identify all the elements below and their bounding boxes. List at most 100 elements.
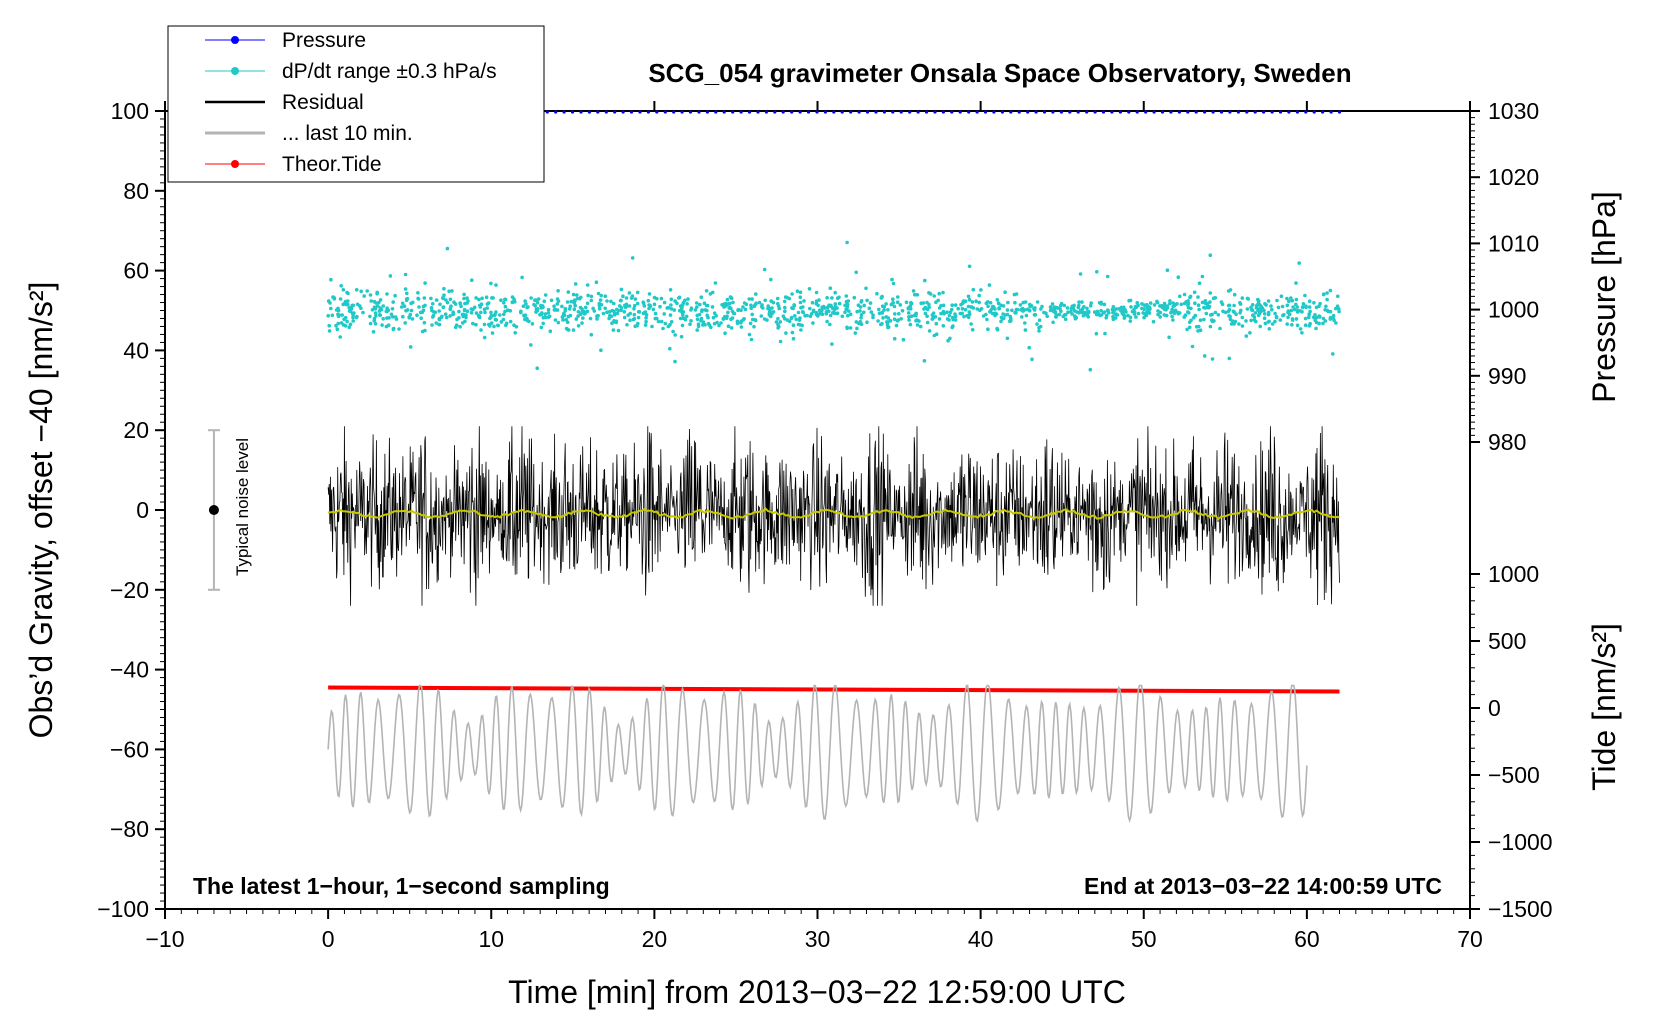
dpdt-point [791,336,796,341]
dpdt-point [1186,310,1190,314]
dpdt-point [830,296,834,300]
dpdt-point [1208,300,1212,304]
dpdt-point [576,314,580,318]
dpdt-point [1162,313,1167,317]
dpdt-point [474,311,479,315]
dpdt-point [1008,319,1012,324]
dpdt-point [390,307,395,311]
dpdt-point [869,310,874,314]
dpdt-point [934,321,939,326]
dpdt-point [1078,272,1083,276]
dpdt-point [868,301,873,305]
dpdt-point [629,296,634,300]
dpdt-point [444,298,448,302]
dpdt-point [543,315,547,320]
dpdt-point [453,302,458,306]
dpdt-point [805,313,809,318]
dpdt-point [371,330,376,334]
pressure-point [1304,110,1308,114]
pressure-tick-label: 1000 [1488,297,1539,323]
dpdt-point [1020,315,1024,319]
dpdt-point [814,310,819,315]
dpdt-point [647,306,651,311]
dpdt-point [882,308,886,312]
dpdt-point [630,256,635,260]
dpdt-point [603,294,608,299]
pressure-point [764,110,769,114]
dpdt-point [833,290,837,295]
dpdt-point [1023,300,1028,304]
pressure-point [613,110,617,114]
dpdt-point [828,313,833,318]
pressure-point [747,110,752,114]
dpdt-point [408,345,413,349]
dpdt-point [837,301,842,306]
dpdt-point [995,327,1000,332]
dpdt-point [784,331,788,335]
dpdt-point [1073,314,1077,318]
dpdt-point [1103,331,1107,336]
dpdt-point [719,321,723,325]
dpdt-point [462,296,466,301]
dpdt-point [783,295,788,299]
dpdt-point [1162,307,1167,312]
dpdt-point [597,303,602,308]
dpdt-point [892,336,897,341]
dpdt-point [798,295,803,300]
dpdt-point [1186,301,1191,306]
dpdt-point [1260,306,1265,311]
dpdt-point [568,313,573,318]
dpdt-point [807,287,812,291]
dpdt-point [677,296,681,300]
dpdt-point [585,283,590,287]
dpdt-point [1263,321,1268,326]
legend-label: Theor.Tide [282,153,382,176]
legend-box [167,25,545,183]
dpdt-point [612,301,616,306]
dpdt-point [522,314,527,318]
dpdt-point [1158,304,1163,308]
dpdt-point [457,309,461,314]
dpdt-point [825,305,830,310]
dpdt-point [714,314,718,318]
dpdt-point [1168,299,1172,303]
dpdt-point [482,322,487,327]
dpdt-point [959,302,963,307]
dpdt-point [636,315,641,320]
dpdt-point [859,299,864,303]
dpdt-point [422,320,427,325]
dpdt-point [889,302,894,307]
dpdt-point [378,298,383,302]
dpdt-point [877,311,882,316]
dpdt-point [1304,304,1308,309]
dpdt-point [783,305,787,310]
dpdt-point [1035,322,1039,326]
dpdt-point [1294,317,1299,321]
noise-level-label: Typical noise level [233,438,252,576]
dpdt-point [529,296,533,300]
dpdt-point [378,313,383,318]
dpdt-point [499,298,503,303]
dpdt-point [348,322,353,327]
dpdt-point [881,316,885,320]
dpdt-point [922,359,927,363]
dpdt-point [572,298,577,303]
dpdt-point [1092,310,1097,314]
dpdt-point [789,315,794,320]
x-tick-label: 40 [968,926,994,952]
dpdt-point [867,306,872,311]
dpdt-point [919,301,923,306]
pressure-point [781,110,785,114]
dpdt-point [410,317,415,321]
dpdt-point [1003,313,1008,317]
dpdt-point [840,314,845,319]
y-tick-label: −20 [110,577,149,603]
dpdt-point [1289,308,1294,313]
dpdt-point [1314,326,1318,331]
pressure-point [672,110,676,114]
dpdt-point [1273,311,1277,316]
x-tick-label: 60 [1294,926,1320,952]
dpdt-point [494,318,499,322]
dpdt-point [947,318,951,322]
dpdt-point [845,326,849,331]
